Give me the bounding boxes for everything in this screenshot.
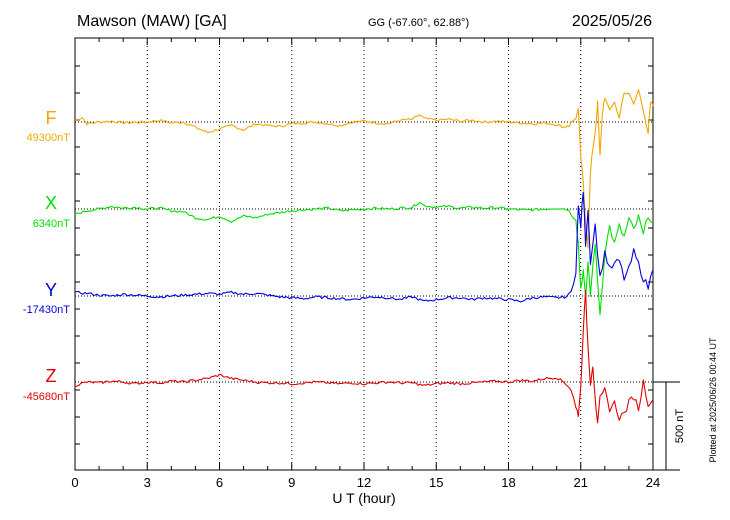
series-line-y (74, 191, 654, 303)
baseline-label-z: -45680nT (23, 391, 70, 403)
station-title: Mawson (MAW) [GA] (77, 13, 227, 30)
x-tick-label-21: 21 (574, 475, 588, 490)
x-tick-label-9: 9 (288, 475, 295, 490)
baseline-label-y: -17430nT (23, 304, 70, 316)
x-tick-label-18: 18 (501, 475, 515, 490)
x-tick-label-3: 3 (144, 475, 151, 490)
axis-ticks: 0 3 6 9 12 15 18 21 24 (71, 38, 660, 490)
coordinates-label: GG (-67.60°, 62.88°) (368, 17, 469, 29)
series-line-f (74, 88, 654, 249)
series-label-y: Y (45, 280, 57, 300)
series-line-x (74, 202, 654, 316)
series-line-z (74, 289, 654, 424)
plotted-timestamp: Plotted at 2025/06/26 00:44 UT (708, 337, 718, 463)
x-tick-label-15: 15 (429, 475, 443, 490)
grid-lines (146, 38, 582, 470)
scale-bar-label: 500 nT (674, 409, 686, 444)
series-lines (74, 88, 654, 424)
baseline-label-f: 49300nT (27, 132, 71, 144)
x-tick-label-6: 6 (216, 475, 223, 490)
series-label-z: Z (46, 366, 57, 386)
x-tick-label-24: 24 (646, 475, 660, 490)
baseline-label-x: 6340nT (33, 218, 71, 230)
date-label: 2025/05/26 (572, 13, 652, 30)
x-axis-label: U T (hour) (332, 490, 395, 506)
series-label-x: X (45, 193, 57, 213)
series-label-f: F (46, 108, 57, 128)
x-tick-label-12: 12 (357, 475, 371, 490)
x-tick-label-0: 0 (71, 475, 78, 490)
